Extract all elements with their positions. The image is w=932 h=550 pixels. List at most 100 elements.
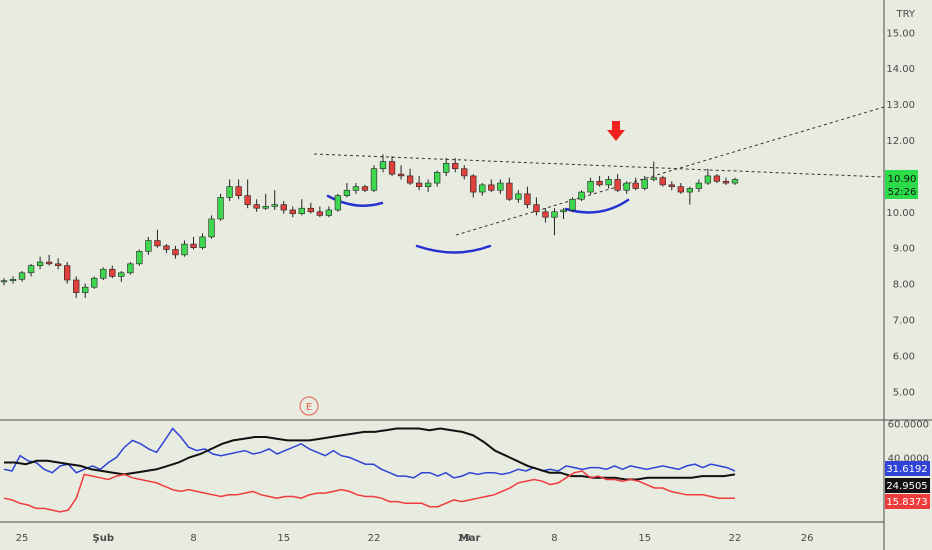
indicator-tick-label: 60.0000 (888, 419, 929, 430)
time-tick-label: 15 (638, 533, 651, 544)
candle (497, 179, 504, 194)
candle-body (424, 182, 432, 187)
time-tick-label: 26 (801, 533, 814, 544)
candle (316, 206, 324, 218)
candle (217, 193, 224, 221)
candle (199, 233, 206, 250)
candle-body (145, 240, 152, 252)
candle (298, 199, 305, 216)
candle (641, 175, 648, 191)
candle (208, 215, 215, 239)
candle-body (542, 211, 549, 218)
candle-body (415, 182, 423, 187)
candle-body (118, 272, 125, 277)
candle (18, 271, 26, 282)
candle-body (54, 263, 62, 266)
candle-body (244, 195, 251, 205)
candle-body (190, 243, 197, 248)
time-tick-label: 25 (16, 533, 29, 544)
candle-body (443, 163, 450, 173)
candle-body (253, 204, 260, 209)
price-tick-label: 9.00 (893, 244, 915, 255)
candle (704, 168, 712, 185)
candle (542, 208, 549, 223)
candle-body (262, 206, 269, 209)
candle-body (9, 278, 17, 282)
candle (181, 240, 188, 257)
candle-body (659, 177, 666, 186)
candle (677, 183, 684, 194)
candle-body (668, 184, 675, 187)
candle (424, 179, 432, 193)
candle-body (208, 218, 215, 238)
candle (235, 179, 242, 200)
candle-body (677, 186, 684, 193)
candle-body (614, 179, 621, 191)
trendlines (313, 106, 885, 236)
descending-resistance-line (313, 153, 885, 178)
candle (434, 170, 441, 187)
time-tick-label: 15 (277, 533, 290, 544)
currency-label: TRY (895, 9, 915, 20)
candle-body (650, 177, 657, 180)
time-tick-label: Mar (459, 533, 481, 544)
candle-body (605, 179, 612, 186)
candle (713, 174, 721, 184)
candle (551, 208, 558, 236)
candle-body (524, 193, 531, 205)
candle (9, 276, 17, 284)
candle-body (280, 204, 287, 211)
candle-body (289, 209, 296, 214)
candle-body (27, 265, 35, 274)
candle (488, 179, 495, 193)
price-tick-label: 14.00 (886, 64, 915, 75)
candle-body (0, 280, 8, 283)
candle-body (497, 182, 504, 191)
candle-body (361, 186, 369, 191)
candle (370, 165, 378, 193)
earnings-marker[interactable]: E (299, 396, 319, 416)
last-price-tag: 10.90 52:26 (885, 170, 918, 199)
candle (659, 175, 666, 187)
candle (0, 278, 8, 286)
candle (54, 258, 62, 270)
candle-body (307, 207, 314, 213)
candle-body (533, 204, 540, 213)
candle-body (109, 268, 116, 277)
last-price-value: 10.90 (888, 174, 917, 185)
candle-body (226, 186, 233, 198)
candle-body (452, 163, 459, 170)
candle (154, 229, 161, 248)
candle-body (641, 179, 648, 189)
candle-body (18, 272, 26, 280)
candle-body (316, 211, 324, 216)
candle-body (479, 184, 486, 193)
indicator-lines (3, 427, 736, 513)
candle-body (722, 180, 730, 184)
candle-body (64, 265, 71, 281)
candle (64, 262, 71, 284)
candle (461, 165, 468, 180)
candle-body (235, 186, 242, 196)
candle-body (343, 189, 351, 196)
candle (307, 202, 314, 214)
candle-body (82, 286, 89, 293)
indicator-axis: 60.0000 40.0000 (888, 419, 929, 464)
price-tick-label: 10.00 (886, 208, 915, 219)
candle-body (100, 268, 107, 279)
candle (722, 177, 730, 185)
candle (253, 199, 260, 212)
time-tick-label: 29 (458, 533, 471, 544)
candle (45, 254, 53, 266)
candle-body (73, 279, 80, 293)
candle (280, 201, 287, 214)
candle (479, 183, 486, 196)
candle (226, 179, 233, 202)
candle (632, 177, 639, 191)
candle-body (217, 197, 224, 220)
candle-body (506, 182, 513, 200)
candle-body (298, 207, 305, 214)
price-tick-label: 15.00 (886, 28, 915, 39)
